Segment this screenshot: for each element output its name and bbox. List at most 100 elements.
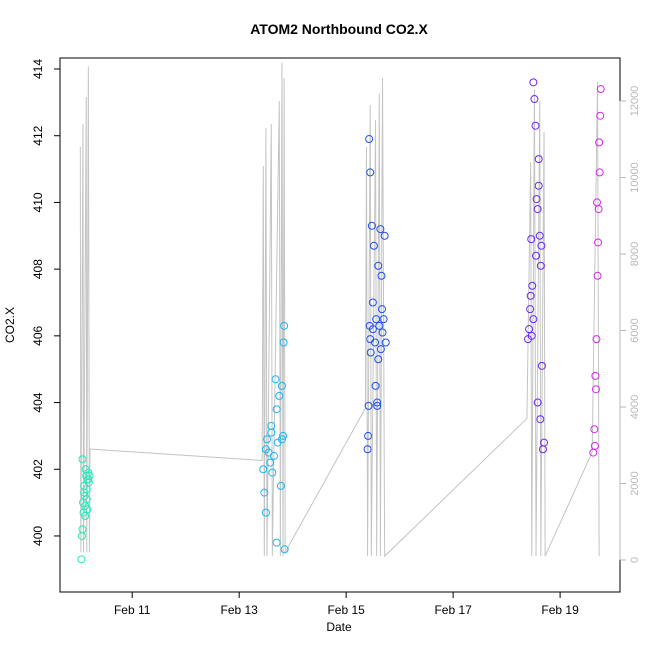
point [596,111,605,120]
point [589,448,598,457]
point [374,355,383,364]
point [269,451,278,460]
point [595,168,604,177]
point [379,315,388,324]
point [537,361,546,370]
point [374,261,383,270]
point [373,401,382,410]
x-tick-label: Feb 19 [541,603,579,617]
point [592,335,601,344]
point [267,428,276,437]
point [279,431,288,440]
point [593,271,602,280]
point [536,261,545,270]
point [591,385,600,394]
point [534,181,543,190]
point [276,481,285,490]
point [368,325,377,334]
point [531,121,540,130]
point [261,508,270,517]
x-tick-label: Feb 13 [220,603,258,617]
point [84,475,93,484]
point [533,205,542,214]
y2-tick-label: 8000 [629,242,641,266]
point [529,78,538,87]
point [260,488,269,497]
point [272,405,281,414]
point [364,401,373,410]
point [272,538,281,547]
point [275,391,284,400]
point [527,331,536,340]
y2-tick-label: 4000 [629,395,641,419]
y-tick-label: 412 [31,125,45,145]
point [380,231,389,240]
point [590,441,599,450]
point [534,155,543,164]
point [277,381,286,390]
point [535,231,544,240]
point [537,241,546,250]
point [266,458,275,467]
point [532,195,541,204]
y2-tick-label: 10000 [629,162,641,193]
point [366,335,375,344]
point [268,468,277,477]
y-tick-label: 406 [31,326,45,346]
chart-title: ATOM2 Northbound CO2.X [250,21,428,37]
x-tick-label: Feb 11 [114,603,151,617]
point [277,435,286,444]
point [271,375,280,384]
point [77,555,86,564]
point [364,431,373,440]
point [373,398,382,407]
point [595,138,604,147]
point [540,438,549,447]
y-tick-label: 408 [31,259,45,279]
x-axis-label: Date [326,620,352,634]
point [365,135,374,144]
point [377,271,386,280]
point [529,315,538,324]
point [596,85,605,94]
y-tick-label: 410 [31,192,45,212]
point [78,525,87,534]
point [376,345,385,354]
point [528,281,537,290]
point [368,298,377,307]
point [371,381,380,390]
y-axis-label: CO2.X [3,307,17,343]
y2-tick-label: 0 [629,557,641,563]
point [375,321,384,330]
point [376,225,385,234]
point [78,455,87,464]
point [85,471,94,480]
point [591,371,600,380]
x-tick-label: Feb 15 [327,603,365,617]
y2-tick-label: 6000 [629,318,641,342]
point [377,305,386,314]
point [366,348,375,357]
point [280,545,289,554]
y-tick-label: 404 [31,392,45,412]
point [525,325,534,334]
altitude-line [79,62,600,558]
point [77,531,86,540]
point [593,198,602,207]
point [367,221,376,230]
point [81,501,90,510]
point [363,445,372,454]
point [259,465,268,474]
point [82,485,91,494]
point [532,251,541,260]
point [280,321,289,330]
y2-tick-label: 2000 [629,471,641,495]
y-tick-label: 400 [31,526,45,546]
y-tick-label: 402 [31,459,45,479]
point [378,328,387,337]
point [594,238,603,247]
point [279,338,288,347]
point [526,305,535,314]
